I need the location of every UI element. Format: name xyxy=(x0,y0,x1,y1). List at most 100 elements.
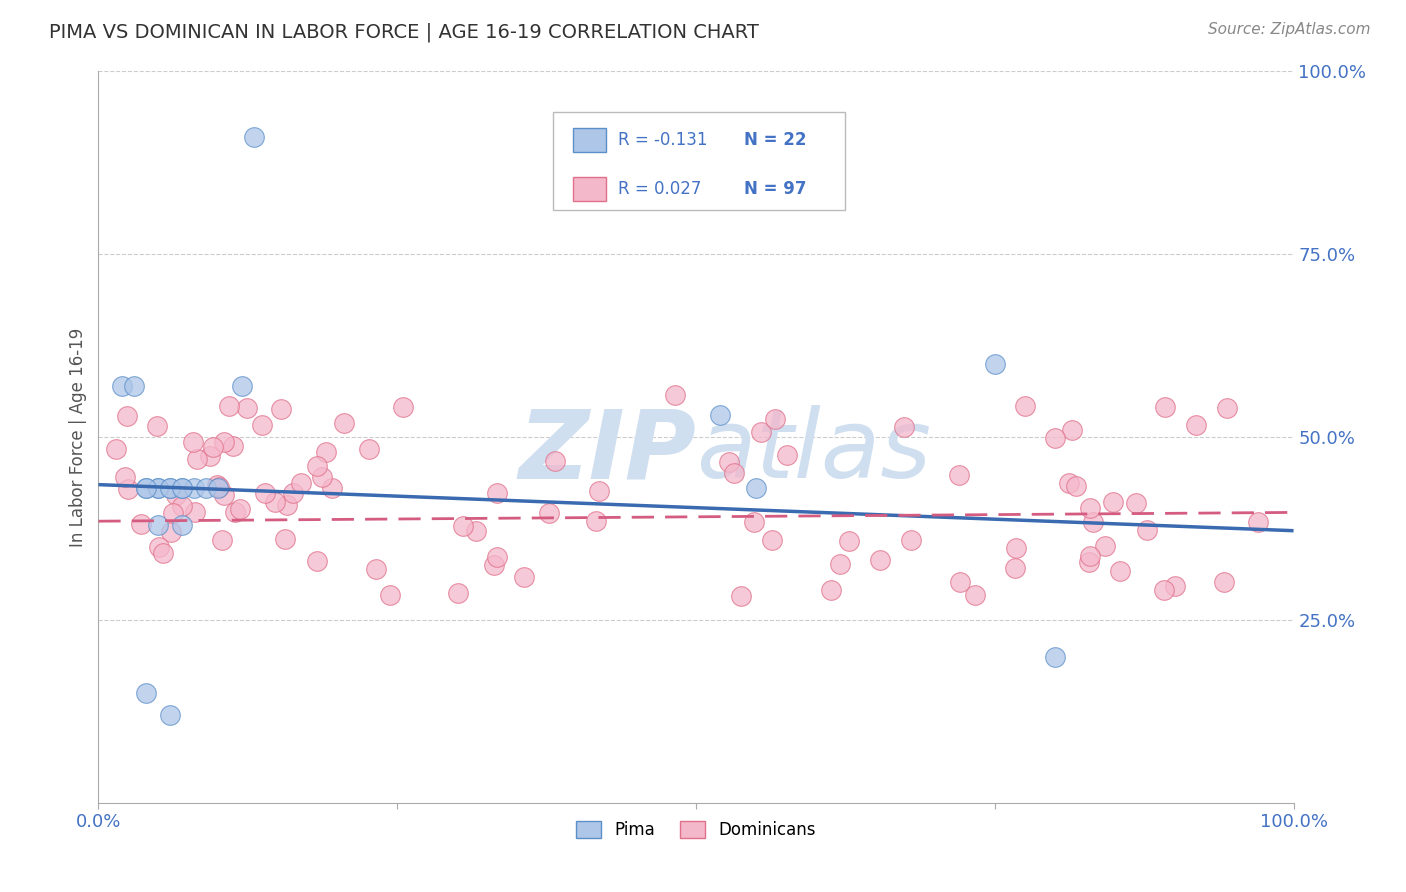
Point xyxy=(315,444,337,458)
Point xyxy=(253,486,276,500)
Point xyxy=(207,481,229,495)
Point xyxy=(218,399,240,413)
Point xyxy=(664,388,686,402)
Point xyxy=(159,481,181,495)
Point xyxy=(1153,583,1175,598)
Point xyxy=(148,481,170,495)
Point xyxy=(135,481,157,495)
Legend: Pima, Dominicans: Pima, Dominicans xyxy=(569,814,823,846)
Point xyxy=(205,478,228,492)
Text: PIMA VS DOMINICAN IN LABOR FORCE | AGE 16-19 CORRELATION CHART: PIMA VS DOMINICAN IN LABOR FORCE | AGE 1… xyxy=(49,22,759,42)
Point xyxy=(900,533,922,547)
Point xyxy=(212,435,235,450)
Point xyxy=(949,574,972,589)
Point xyxy=(1045,431,1067,445)
Point xyxy=(148,481,170,495)
Point xyxy=(465,524,488,539)
Point xyxy=(305,458,328,473)
FancyBboxPatch shape xyxy=(553,112,845,211)
Point xyxy=(124,379,146,393)
Point xyxy=(183,435,205,450)
Point xyxy=(761,533,783,547)
Point xyxy=(1043,649,1066,664)
Point xyxy=(1005,541,1028,556)
Point xyxy=(775,448,797,462)
Point xyxy=(224,505,246,519)
Point xyxy=(451,518,474,533)
Point xyxy=(195,481,218,495)
Point xyxy=(364,562,387,576)
Point xyxy=(276,498,298,512)
Point xyxy=(311,470,333,484)
Point xyxy=(1078,555,1101,569)
Point xyxy=(1215,401,1237,416)
Point xyxy=(1101,494,1123,508)
Point xyxy=(1078,501,1101,516)
Point xyxy=(184,505,207,519)
Point xyxy=(1108,564,1130,578)
Point xyxy=(229,502,252,516)
Point xyxy=(1154,400,1177,414)
Point xyxy=(333,416,356,430)
Point xyxy=(135,686,157,700)
Point xyxy=(588,484,610,499)
Point xyxy=(231,379,253,393)
Point xyxy=(105,442,128,457)
Point xyxy=(585,514,607,528)
Text: N = 97: N = 97 xyxy=(744,180,806,198)
Point xyxy=(963,588,986,602)
Point xyxy=(208,480,231,494)
Point xyxy=(129,516,152,531)
FancyBboxPatch shape xyxy=(572,178,606,201)
Point xyxy=(152,546,174,560)
Point xyxy=(148,517,170,532)
Point xyxy=(838,534,860,549)
Point xyxy=(198,449,221,463)
Point xyxy=(1164,579,1187,593)
Text: atlas: atlas xyxy=(696,405,931,499)
Point xyxy=(172,517,194,532)
Point xyxy=(114,470,136,484)
Point xyxy=(186,452,208,467)
Point xyxy=(723,466,745,480)
Point xyxy=(1057,476,1080,491)
Point xyxy=(537,506,560,520)
Text: R = 0.027: R = 0.027 xyxy=(619,180,702,198)
Point xyxy=(202,440,225,454)
Point xyxy=(447,586,470,600)
Point xyxy=(742,515,765,529)
Point xyxy=(1125,496,1147,510)
Text: N = 22: N = 22 xyxy=(744,131,806,149)
Point xyxy=(170,499,193,513)
Point xyxy=(359,442,381,456)
Point xyxy=(1078,549,1101,563)
Point xyxy=(290,476,312,491)
Point xyxy=(1135,524,1157,538)
Point xyxy=(172,481,194,495)
Point xyxy=(1064,479,1087,493)
Point xyxy=(117,482,139,496)
Point xyxy=(243,130,266,145)
Point xyxy=(1247,515,1270,529)
Text: ZIP: ZIP xyxy=(517,405,696,499)
Point xyxy=(235,401,257,415)
Point xyxy=(1094,539,1116,553)
Point xyxy=(513,570,536,584)
Point xyxy=(984,357,1007,371)
Point xyxy=(221,439,243,453)
Point xyxy=(159,481,181,495)
Point xyxy=(281,485,304,500)
Point xyxy=(820,582,842,597)
Text: Source: ZipAtlas.com: Source: ZipAtlas.com xyxy=(1208,22,1371,37)
Point xyxy=(212,488,235,502)
FancyBboxPatch shape xyxy=(572,128,606,152)
Point xyxy=(263,495,285,509)
Point xyxy=(135,481,157,495)
Point xyxy=(749,425,772,439)
Point xyxy=(486,549,509,564)
Point xyxy=(162,506,184,520)
Y-axis label: In Labor Force | Age 16-19: In Labor Force | Age 16-19 xyxy=(69,327,87,547)
Point xyxy=(115,409,138,423)
Point xyxy=(1014,399,1036,413)
Point xyxy=(1062,423,1084,437)
